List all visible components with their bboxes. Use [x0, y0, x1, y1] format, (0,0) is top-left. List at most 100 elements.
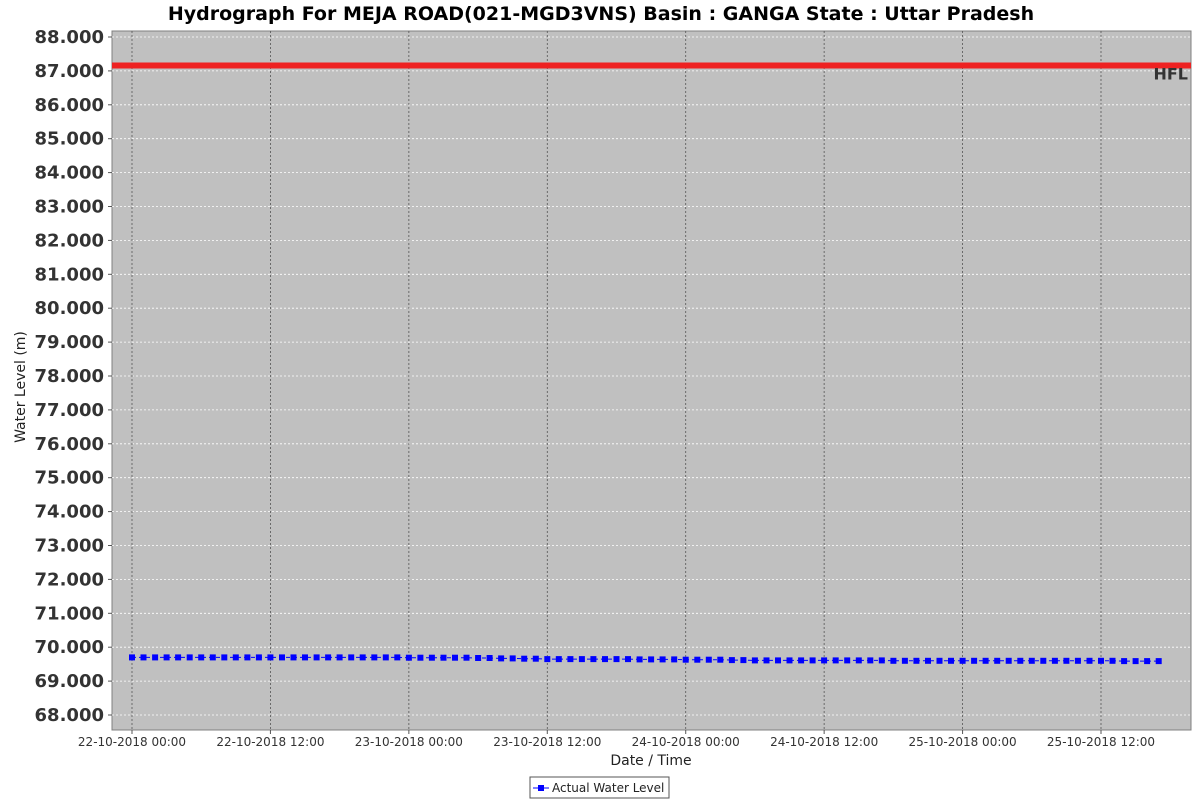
- data-point: [555, 656, 562, 663]
- y-tick-label: 72.000: [35, 569, 104, 590]
- y-tick-label: 86.000: [35, 95, 104, 116]
- data-point: [1086, 657, 1093, 664]
- hfl-reference: HFL: [112, 62, 1191, 83]
- data-point: [913, 657, 920, 664]
- y-tick-label: 83.000: [35, 197, 104, 218]
- data-point: [163, 654, 170, 661]
- y-tick-label: 78.000: [35, 366, 104, 387]
- data-point: [867, 657, 874, 664]
- y-tick-label: 76.000: [35, 434, 104, 455]
- hfl-label: HFL: [1153, 64, 1188, 83]
- x-axis-ticks: 22-10-2018 00:00 22-10-2018 12:00 23-10-20…: [78, 730, 1155, 749]
- x-tick-label: 23-10-2018 12:00: [493, 735, 601, 749]
- data-point: [198, 654, 205, 661]
- data-point: [855, 657, 862, 664]
- data-point: [417, 654, 424, 661]
- y-tick-label: 69.000: [35, 671, 104, 692]
- y-tick-label: 74.000: [35, 502, 104, 523]
- vertical-gridlines: [131, 31, 1102, 730]
- data-point: [279, 654, 285, 661]
- x-tick-label: 23-10-2018 00:00: [355, 735, 463, 749]
- data-point: [648, 656, 655, 663]
- data-point: [221, 654, 228, 661]
- data-point: [186, 654, 193, 661]
- y-tick-label: 77.000: [35, 400, 104, 421]
- x-tick-label: 25-10-2018 12:00: [1047, 735, 1155, 749]
- y-tick-label: 70.000: [35, 637, 104, 658]
- data-point: [405, 654, 412, 661]
- data-point: [659, 656, 666, 663]
- data-point: [786, 657, 793, 664]
- data-point: [613, 656, 620, 663]
- data-point: [129, 654, 135, 661]
- data-point: [890, 657, 897, 664]
- data-point: [302, 654, 308, 661]
- data-point: [1051, 657, 1058, 664]
- data-point: [798, 657, 805, 664]
- data-point: [544, 656, 551, 663]
- x-tick-label: 25-10-2018 00:00: [909, 735, 1017, 749]
- data-point: [925, 657, 931, 664]
- data-point: [140, 654, 147, 661]
- data-point: [152, 654, 159, 661]
- data-point: [255, 654, 262, 661]
- data-point: [1074, 657, 1081, 664]
- data-point: [1109, 657, 1116, 664]
- data-point: [751, 657, 758, 664]
- data-point: [763, 657, 770, 664]
- y-tick-label: 82.000: [35, 230, 104, 251]
- data-point: [567, 656, 574, 663]
- legend-box: [529, 776, 670, 799]
- data-point: [394, 654, 401, 661]
- data-point: [175, 654, 182, 661]
- data-point: [463, 654, 470, 661]
- data-point: [359, 654, 366, 661]
- data-point: [232, 654, 239, 661]
- data-point: [821, 657, 828, 664]
- data-point: [1121, 658, 1128, 665]
- y-tick-label: 80.000: [35, 298, 104, 319]
- y-tick-label: 73.000: [35, 536, 104, 557]
- data-point: [521, 655, 528, 662]
- data-point: [844, 657, 851, 664]
- data-point: [775, 657, 781, 664]
- legend-marker-icon: [538, 785, 544, 791]
- x-tick-label: 24-10-2018 12:00: [770, 735, 878, 749]
- data-point: [878, 657, 885, 664]
- data-point: [1098, 657, 1104, 664]
- data-point: [959, 657, 966, 664]
- data-point: [1132, 658, 1139, 665]
- x-tick-label: 22-10-2018 12:00: [216, 735, 324, 749]
- data-point: [694, 656, 701, 663]
- data-point: [267, 654, 274, 661]
- plot-area: [111, 30, 1192, 731]
- x-tick-label: 24-10-2018 00:00: [632, 735, 740, 749]
- data-point: [602, 656, 608, 663]
- data-point: [382, 654, 389, 661]
- data-point: [509, 655, 516, 662]
- data-point: [209, 654, 216, 661]
- y-tick-label: 81.000: [35, 264, 104, 285]
- y-tick-label: 79.000: [35, 332, 104, 353]
- data-point: [636, 656, 643, 663]
- y-tick-label: 75.000: [35, 468, 104, 489]
- data-point: [1063, 657, 1070, 664]
- data-point: [475, 655, 482, 661]
- data-point: [452, 654, 458, 661]
- y-tick-label: 88.000: [35, 27, 104, 48]
- series-actual-water-level: [129, 654, 1162, 665]
- data-point: [901, 657, 908, 664]
- legend-label: Actual Water Level: [552, 781, 664, 795]
- x-axis-label: Date / Time: [610, 753, 691, 769]
- data-point: [982, 657, 989, 664]
- data-point: [440, 654, 447, 661]
- data-point: [740, 657, 747, 664]
- data-point: [809, 657, 816, 664]
- data-point: [1155, 658, 1162, 665]
- data-point: [498, 655, 505, 662]
- data-point: [578, 656, 585, 663]
- data-point: [671, 656, 678, 663]
- data-point: [994, 657, 1001, 664]
